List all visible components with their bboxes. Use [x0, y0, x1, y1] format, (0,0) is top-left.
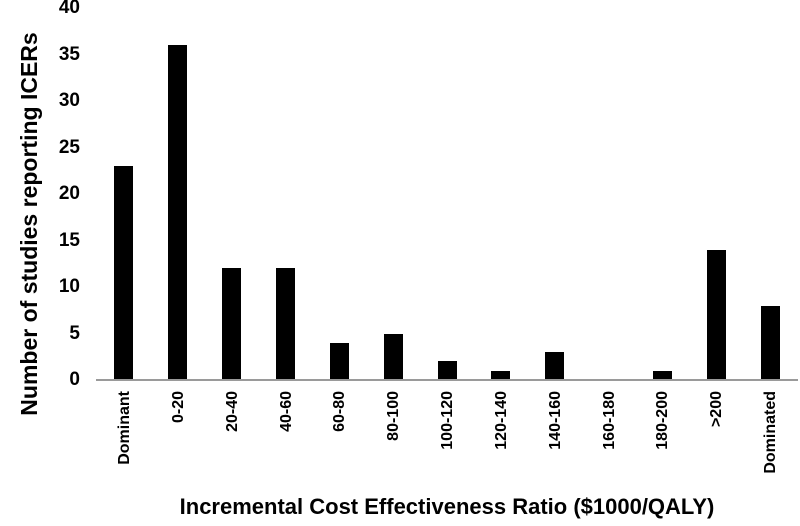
- x-tick-label: 100-120: [439, 391, 456, 450]
- bar-0-20: [168, 45, 188, 380]
- x-tick-label: >200: [708, 391, 726, 428]
- x-axis-title: Incremental Cost Effectiveness Ratio ($1…: [179, 494, 715, 519]
- x-tick-label: 140-160: [546, 391, 564, 450]
- bar-20-40: [222, 268, 242, 380]
- y-tick-label: 0: [69, 369, 80, 390]
- x-tick-label: 180-200: [654, 391, 672, 450]
- bar->200: [706, 249, 726, 380]
- y-tick-label: 25: [58, 136, 80, 158]
- bar-140-160: [545, 352, 565, 380]
- x-tick-label: 0-20: [169, 391, 187, 424]
- x-tick-label: 120-140: [492, 391, 510, 450]
- y-tick-label: 20: [58, 183, 80, 204]
- bar-100-120: [437, 361, 457, 380]
- bar-Dominant: [114, 166, 134, 380]
- y-tick-label: 35: [58, 43, 80, 65]
- plot-area: [97, 8, 797, 380]
- y-tick-label: 10: [58, 276, 80, 297]
- y-tick-label: 30: [58, 90, 80, 111]
- x-tick-label: 60-80: [331, 391, 349, 432]
- bar-40-60: [276, 268, 295, 380]
- x-tick-label: Dominated: [762, 391, 780, 474]
- bar-120-140: [491, 370, 511, 380]
- x-tick-label: Dominant: [115, 391, 133, 465]
- y-tick-label: 15: [58, 229, 80, 251]
- y-tick-label: 40: [58, 0, 80, 18]
- x-tick-label: 40-60: [277, 391, 295, 432]
- y-tick-label: 5: [69, 322, 80, 344]
- x-axis-line: [96, 379, 798, 381]
- bar-80-100: [383, 333, 403, 380]
- bar-180-200: [652, 370, 672, 380]
- x-tick-label: 160-180: [600, 391, 618, 450]
- x-tick-label: 80-100: [385, 391, 403, 441]
- bar-60-80: [329, 342, 349, 380]
- bar-Dominated: [760, 305, 780, 380]
- x-tick-label: 20-40: [223, 391, 241, 432]
